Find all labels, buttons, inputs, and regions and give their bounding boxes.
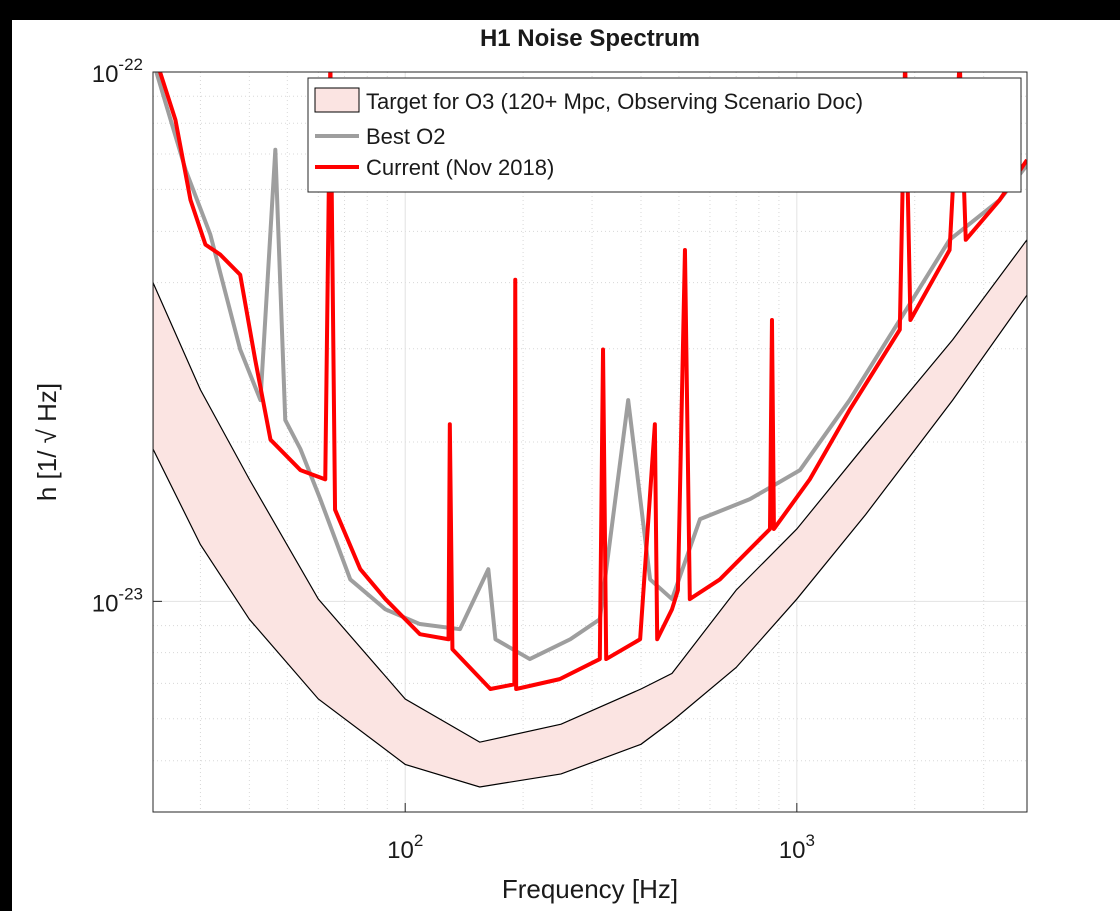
y-tick-label: 10-23 [92,584,143,617]
legend-label: Target for O3 (120+ Mpc, Observing Scena… [366,89,863,114]
tick-base: 10 [92,61,119,88]
tick-exponent: -23 [118,584,143,603]
tick-exponent: 2 [414,831,423,850]
axes-frame [152,71,1028,813]
tick-exponent: 3 [805,831,814,850]
x-tick-label: 102 [387,831,423,864]
tick-base: 10 [779,837,806,864]
target-band [153,238,1027,788]
legend-label: Best O2 [366,124,445,149]
legend: Target for O3 (120+ Mpc, Observing Scena… [307,77,1022,193]
series-line [154,72,1027,662]
tick-base: 10 [387,837,414,864]
tick-exponent: -22 [118,55,143,74]
legend-swatch [314,87,360,113]
legend-box [307,77,1022,193]
series-line [157,72,1027,691]
legend-label: Current (Nov 2018) [366,155,554,180]
x-tick-label: 103 [779,831,815,864]
x-axis-label: Frequency [Hz] [502,874,678,904]
y-tick-label: 10-22 [92,55,143,88]
tick-base: 10 [92,590,119,617]
chart-title: H1 Noise Spectrum [480,25,700,52]
y-axis-label: h [1/ √ Hz] [32,383,62,501]
plot-area [153,72,1027,788]
